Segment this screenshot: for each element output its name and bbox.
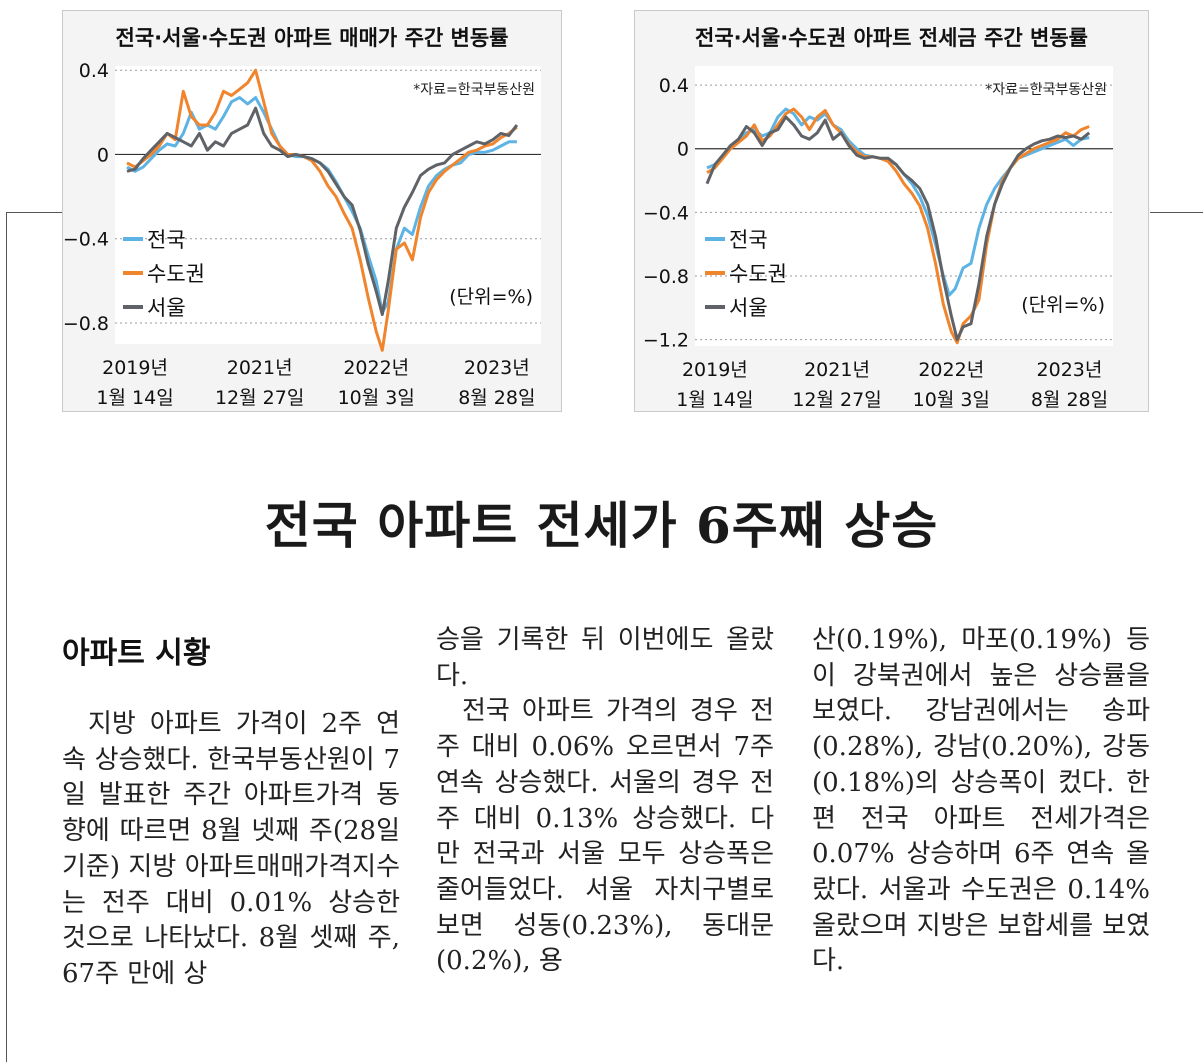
series-line-수도권 — [126, 68, 518, 352]
sale-price-chart-svg: 전국·서울·수도권 아파트 매매가 주간 변동률 0.4 0 −0.4 −0.8 *자료=… — [63, 26, 541, 409]
sale-price-chart: 전국·서울·수도권 아파트 매매가 주간 변동률 0.4 0 −0.4 −0.8 *자료=… — [62, 10, 562, 412]
y-tick-label: 0 — [97, 144, 109, 166]
y-tick-label: 0.4 — [79, 60, 109, 82]
column-2-continuation: 승을 기록한 뒤 이번에도 올랐다. — [436, 625, 774, 691]
section-label: 아파트 시황 — [62, 636, 211, 671]
legend-label: 서울 — [147, 296, 186, 320]
x-tick-label: 2023년 — [1037, 359, 1103, 381]
article-column-3: 산(0.19%), 마포(0.19%) 등이 강북권에서 높은 상승률을 보였다… — [812, 623, 1150, 980]
x-tick-label: 2019년 — [682, 359, 748, 381]
legend-label: 전국 — [147, 228, 186, 252]
chart-unit: (단위=%) — [1021, 294, 1105, 316]
headline: 전국 아파트 전세가 6주째 상승 — [264, 496, 939, 555]
jeonse-price-chart: 전국·서울·수도권 아파트 전세금 주간 변동률 0.4 0 −0.4 −0.8 −1.2… — [634, 10, 1149, 412]
x-tick-label: 10월 3일 — [338, 387, 415, 409]
y-tick-label: 0.4 — [659, 75, 689, 97]
article-column-2: 승을 기록한 뒤 이번에도 올랐다. 전국 아파트 가격의 경우 전주 대비 0… — [436, 623, 774, 980]
x-tick-label: 2022년 — [918, 359, 984, 381]
plot-area — [115, 66, 541, 344]
divider-rule-right — [1150, 212, 1203, 213]
chart-source: *자료=한국부동산원 — [985, 82, 1107, 98]
x-tick-label: 8월 28일 — [458, 387, 535, 409]
x-tick-label: 8월 28일 — [1031, 389, 1108, 411]
series-line-서울 — [705, 115, 1091, 342]
series-line-서울 — [126, 106, 519, 316]
column-2-paragraph: 전국 아파트 가격의 경우 전주 대비 0.06% 오르면서 7주 연속 상승했… — [436, 696, 774, 977]
y-tick-label: −0.8 — [63, 313, 109, 335]
y-tick-label: −0.4 — [643, 202, 689, 224]
plot-area — [695, 66, 1113, 346]
x-tick-label: 2022년 — [343, 357, 409, 379]
x-tick-label: 2021년 — [804, 359, 870, 381]
y-tick-label: −1.2 — [643, 330, 689, 352]
legend-label: 수도권 — [147, 262, 205, 286]
x-tick-label: 1월 14일 — [676, 389, 753, 411]
y-tick-label: −0.4 — [63, 229, 109, 251]
chart-title: 전국·서울·수도권 아파트 전세금 주간 변동률 — [695, 26, 1088, 50]
x-tick-label: 2019년 — [102, 357, 168, 379]
y-tick-label: 0 — [677, 139, 689, 161]
y-tick-label: −0.8 — [643, 266, 689, 288]
chart-title: 전국·서울·수도권 아파트 매매가 주간 변동률 — [116, 26, 509, 50]
legend-label: 수도권 — [729, 262, 787, 286]
x-tick-label: 10월 3일 — [913, 389, 990, 411]
legend-label: 전국 — [729, 228, 768, 252]
series-line-수도권 — [706, 107, 1090, 345]
divider-rule-left — [6, 212, 62, 213]
chart-source: *자료=한국부동산원 — [413, 82, 535, 98]
x-tick-label: 12월 27일 — [792, 389, 881, 411]
divider-rule-left-vertical — [6, 212, 7, 1062]
x-tick-label: 2021년 — [227, 357, 293, 379]
x-tick-label: 2023년 — [464, 357, 530, 379]
legend-label: 서울 — [729, 296, 768, 320]
jeonse-price-chart-svg: 전국·서울·수도권 아파트 전세금 주간 변동률 0.4 0 −0.4 −0.8 −1.2… — [643, 26, 1113, 411]
column-1-text: 지방 아파트 가격이 2주 연속 상승했다. 한국부동산원이 7일 발표한 주간… — [62, 709, 400, 989]
x-tick-label: 12월 27일 — [215, 387, 304, 409]
column-3-text: 산(0.19%), 마포(0.19%) 등이 강북권에서 높은 상승률을 보였다… — [812, 625, 1150, 977]
x-tick-label: 1월 14일 — [96, 387, 173, 409]
chart-unit: (단위=%) — [449, 286, 533, 308]
article-column-1: 지방 아파트 가격이 2주 연속 상승했다. 한국부동산원이 7일 발표한 주간… — [62, 707, 400, 993]
